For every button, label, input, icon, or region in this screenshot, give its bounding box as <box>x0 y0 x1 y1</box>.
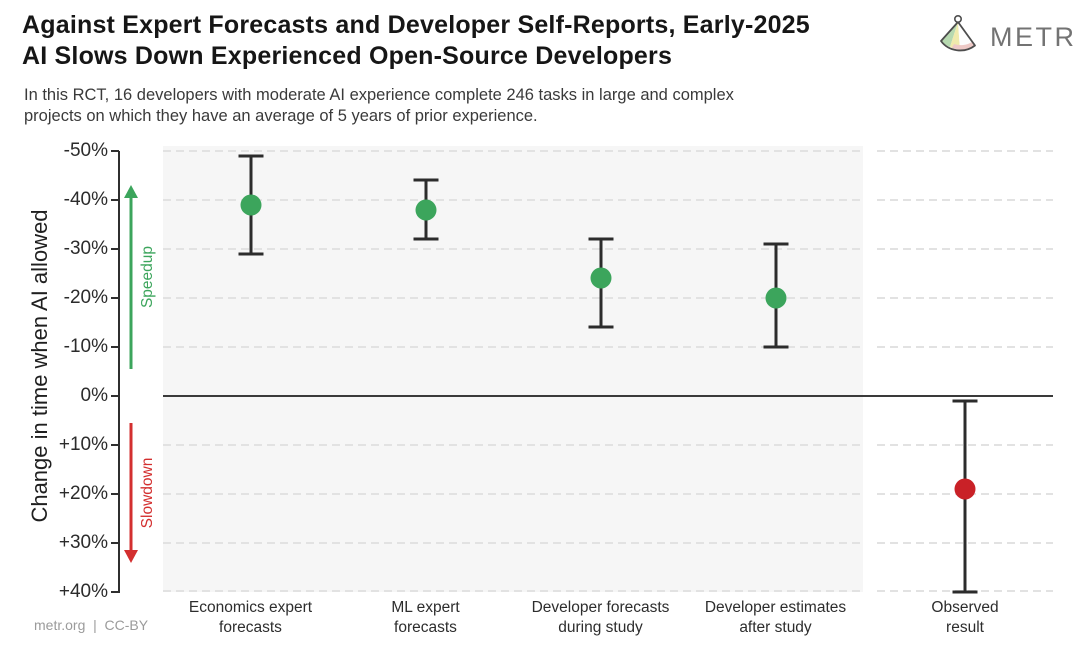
y-tick-label: +20% <box>58 483 108 504</box>
speedup-arrow <box>129 198 133 370</box>
error-bar-cap-top <box>952 399 978 403</box>
x-axis-label-line: Observed <box>931 599 999 616</box>
x-axis-label-line: during study <box>558 619 643 636</box>
chart-subtitle: In this RCT, 16 developers with moderate… <box>24 85 734 127</box>
error-bar-cap-bottom <box>763 345 788 349</box>
gridline <box>163 199 863 201</box>
error-bar-cap-bottom <box>588 325 613 329</box>
slowdown-arrowhead <box>124 549 138 563</box>
gridline <box>163 493 863 495</box>
y-tick-label: +10% <box>58 434 108 455</box>
data-point-dot <box>240 194 261 216</box>
error-bar-cap-top <box>763 242 788 246</box>
y-tick-mark <box>111 444 119 446</box>
metr-logo: METR <box>936 14 1077 61</box>
slowdown-arrow <box>129 422 133 550</box>
y-tick-label: -30% <box>63 238 108 259</box>
gridline <box>163 542 863 544</box>
x-axis-label: Observed result <box>850 598 1080 638</box>
data-point-dot <box>765 287 786 309</box>
gridline <box>877 248 1053 250</box>
metr-fan-icon <box>936 14 980 61</box>
gridline <box>163 248 863 250</box>
y-tick-mark <box>111 591 119 593</box>
x-axis-label: Developer estimates after study <box>661 598 891 638</box>
gridline <box>163 297 863 299</box>
x-axis-label-line: ML expert <box>391 599 460 616</box>
y-tick-mark <box>111 297 119 299</box>
y-tick-mark <box>111 150 119 152</box>
x-axis-label-line: forecasts <box>219 619 282 636</box>
x-axis-label-line: Developer forecasts <box>531 599 670 616</box>
chart-title: Against Expert Forecasts and Developer S… <box>22 10 810 72</box>
y-tick-mark <box>111 248 119 250</box>
error-bar-cap-bottom <box>238 252 263 256</box>
x-axis-label-line: result <box>946 619 984 636</box>
gridline <box>163 590 863 592</box>
y-tick-label: -20% <box>63 287 108 308</box>
data-point-dot <box>415 199 436 221</box>
subtitle-line-2: projects on which they have an average o… <box>24 107 538 125</box>
error-bar-cap-bottom <box>952 590 978 594</box>
data-point-dot <box>590 267 611 289</box>
y-tick-label: -10% <box>63 336 108 357</box>
speedup-arrowhead <box>124 185 138 199</box>
error-bar-cap-top <box>413 178 438 182</box>
error-bar-cap-bottom <box>413 237 438 241</box>
gridline <box>877 297 1053 299</box>
gridline <box>163 150 863 152</box>
metr-logo-text: METR <box>990 22 1077 52</box>
error-bar-cap-top <box>238 154 263 158</box>
y-tick-label: 0% <box>80 385 108 406</box>
title-line-2: AI Slows Down Experienced Open-Source De… <box>22 42 673 70</box>
y-tick-mark <box>111 395 119 397</box>
y-tick-label: -40% <box>63 189 108 210</box>
y-tick-label: -50% <box>63 140 108 161</box>
gridline <box>163 444 863 446</box>
y-axis-line <box>118 151 120 593</box>
x-axis-label: Developer forecasts during study <box>486 598 716 638</box>
slowdown-label: Slowdown <box>139 457 156 529</box>
gridline <box>877 150 1053 152</box>
y-tick-mark <box>111 199 119 201</box>
data-point-dot <box>954 478 976 500</box>
y-tick-label: +40% <box>58 581 108 602</box>
x-axis-label-line: Developer estimates <box>704 599 847 616</box>
y-tick-mark <box>111 542 119 544</box>
x-axis-label: ML expert forecasts <box>311 598 541 638</box>
x-axis-label-line: forecasts <box>394 619 457 636</box>
error-bar-cap-top <box>588 237 613 241</box>
x-axis-label: Economics expert forecasts <box>136 598 366 638</box>
x-axis-label-line: Economics expert <box>188 599 313 616</box>
y-tick-label: +30% <box>58 532 108 553</box>
subtitle-line-1: In this RCT, 16 developers with moderate… <box>24 86 734 104</box>
gridline <box>877 346 1053 348</box>
y-tick-mark <box>111 346 119 348</box>
main-panel <box>163 146 863 592</box>
title-line-1: Against Expert Forecasts and Developer S… <box>22 11 810 39</box>
gridline <box>163 346 863 348</box>
speedup-label: Speedup <box>139 246 156 309</box>
x-axis-label-line: after study <box>739 619 812 636</box>
footer-credit: metr.org | CC-BY <box>34 617 149 633</box>
gridline <box>877 199 1053 201</box>
zero-line <box>163 395 1053 397</box>
y-tick-mark <box>111 493 119 495</box>
